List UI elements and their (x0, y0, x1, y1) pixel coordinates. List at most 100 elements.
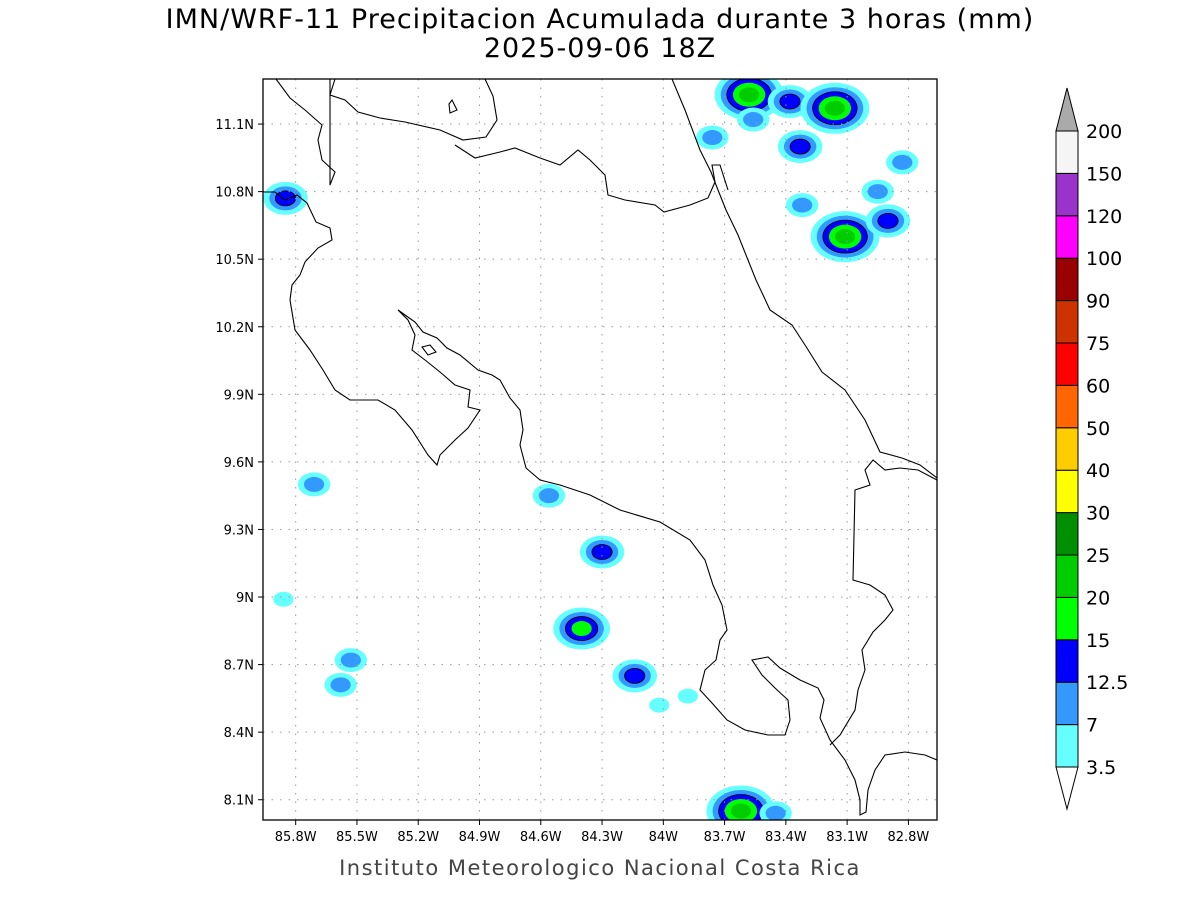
colorbar-swatch (1055, 596, 1079, 641)
precip-contour (702, 130, 723, 146)
colorbar-label: 30 (1086, 503, 1110, 525)
precip-contour (867, 184, 888, 200)
colorbar-swatch (1055, 172, 1079, 217)
panama-border (829, 459, 937, 746)
lat-tick-label: 10.2N (215, 321, 254, 336)
map-background (263, 79, 937, 820)
colorbar-label: 60 (1086, 375, 1110, 397)
colorbar-label: 75 (1086, 333, 1110, 355)
colorbar-label: 90 (1086, 291, 1110, 313)
precip-contour (677, 688, 698, 704)
precip-contour (789, 138, 811, 155)
precip-cell (532, 483, 566, 508)
precip-cell (736, 107, 770, 132)
precip-contour (779, 93, 801, 110)
colorbar-label: 200 (1086, 121, 1122, 143)
precip-contour (571, 621, 592, 637)
coastlines-borders (263, 79, 937, 816)
precip-cell (553, 607, 610, 650)
lake-nicaragua-shore (329, 79, 498, 141)
latitude-axis: 11.1N 10.8N 10.5N 10.2N 9.9N 9.6N 9.3N 9N 8.7N 8.… (215, 118, 263, 809)
lake-island (448, 98, 458, 114)
lat-tick-label: 11.1N (215, 118, 254, 133)
precip-cell (612, 659, 657, 693)
lon-tick-label: 82.8W (887, 830, 929, 845)
gulf-of-nicoya-island (421, 344, 437, 356)
precip-cell (677, 688, 698, 704)
precip-cell (706, 785, 776, 820)
precip-cell (696, 125, 729, 150)
precipitation-field (263, 79, 919, 820)
colorbar-label: 40 (1086, 460, 1110, 482)
colorbar-swatch (1055, 639, 1079, 683)
colorbar-label: 3.5 (1086, 757, 1116, 779)
colorbar-swatch (1055, 384, 1079, 429)
colorbar-swatch (1055, 512, 1079, 556)
precip-cell (263, 181, 308, 215)
precip-cell (777, 130, 823, 164)
longitude-axis: 85.8W 85.5W 85.2W 84.9W 84.6W 84.3W 84W 83.7W 83… (275, 820, 929, 845)
precip-contour (743, 112, 764, 128)
colorbar-label: 15 (1086, 630, 1110, 652)
colorbar-label: 25 (1086, 545, 1110, 567)
precip-cell (886, 150, 919, 175)
colorbar-swatch (1055, 342, 1079, 386)
caribbean-coast (671, 79, 937, 479)
lat-tick-label: 8.1N (224, 794, 254, 809)
lon-tick-label: 83.7W (704, 830, 746, 845)
colorbar-label: 12.5 (1086, 672, 1128, 694)
colorbar-label: 150 (1086, 163, 1122, 185)
precip-contour (892, 154, 913, 170)
colorbar-under-arrow (1055, 766, 1079, 811)
precip-cell (861, 179, 894, 204)
precip-contour (824, 100, 846, 116)
colorbar-legend: 3.5 7 12.5 15 20 25 30 40 50 60 75 90 100 120 150 200 (1055, 87, 1128, 811)
colorbar-swatch (1055, 300, 1079, 344)
colorbar-label: 100 (1086, 248, 1122, 270)
precip-contour (591, 544, 613, 560)
precip-cell (800, 82, 870, 134)
precip-contour (340, 652, 361, 668)
precip-cell (714, 79, 784, 121)
colorbar-over-arrow (1055, 87, 1079, 132)
precip-cell (324, 672, 357, 697)
colorbar-swatch (1055, 257, 1079, 302)
colorbar-label: 7 (1086, 715, 1098, 737)
precip-contour (877, 212, 899, 229)
lat-tick-label: 9N (236, 591, 254, 606)
map-title: IMN/WRF-11 Precipitacion Acumulada duran… (165, 4, 1035, 35)
precip-contour (303, 476, 325, 492)
colorbar-swatch (1055, 724, 1079, 768)
precip-cell (297, 472, 331, 497)
precip-contour (330, 677, 351, 693)
colorbar-swatch (1055, 130, 1079, 174)
lon-tick-label: 83.1W (826, 830, 868, 845)
colorbar-swatch (1055, 469, 1079, 514)
lat-tick-label: 8.4N (224, 726, 254, 741)
colorbar-swatch (1055, 427, 1079, 471)
precip-cell (865, 204, 911, 238)
precip-contour (765, 805, 786, 820)
precip-contour (834, 229, 856, 245)
lon-tick-label: 84.3W (581, 830, 623, 845)
colorbar-label: 120 (1086, 206, 1122, 228)
precip-contour (538, 488, 560, 504)
precip-contour (624, 667, 646, 684)
nicaragua-border (275, 79, 336, 186)
precip-cell (759, 801, 792, 820)
lon-tick-label: 83.4W (765, 830, 807, 845)
lon-tick-label: 84.6W (520, 830, 562, 845)
graticule (263, 79, 937, 820)
lon-tick-label: 85.5W (336, 830, 378, 845)
colorbar-label: 50 (1086, 418, 1110, 440)
precip-contour (738, 87, 760, 103)
lon-tick-label: 84.9W (459, 830, 501, 845)
precip-cell (334, 648, 368, 673)
colorbar-label: 20 (1086, 587, 1110, 609)
lon-tick-label: 85.8W (275, 830, 317, 845)
precip-contour (274, 190, 296, 207)
precip-cell (273, 591, 294, 607)
lat-tick-label: 9.3N (224, 523, 254, 538)
lat-tick-label: 10.8N (215, 186, 254, 201)
precip-cell (786, 193, 819, 218)
